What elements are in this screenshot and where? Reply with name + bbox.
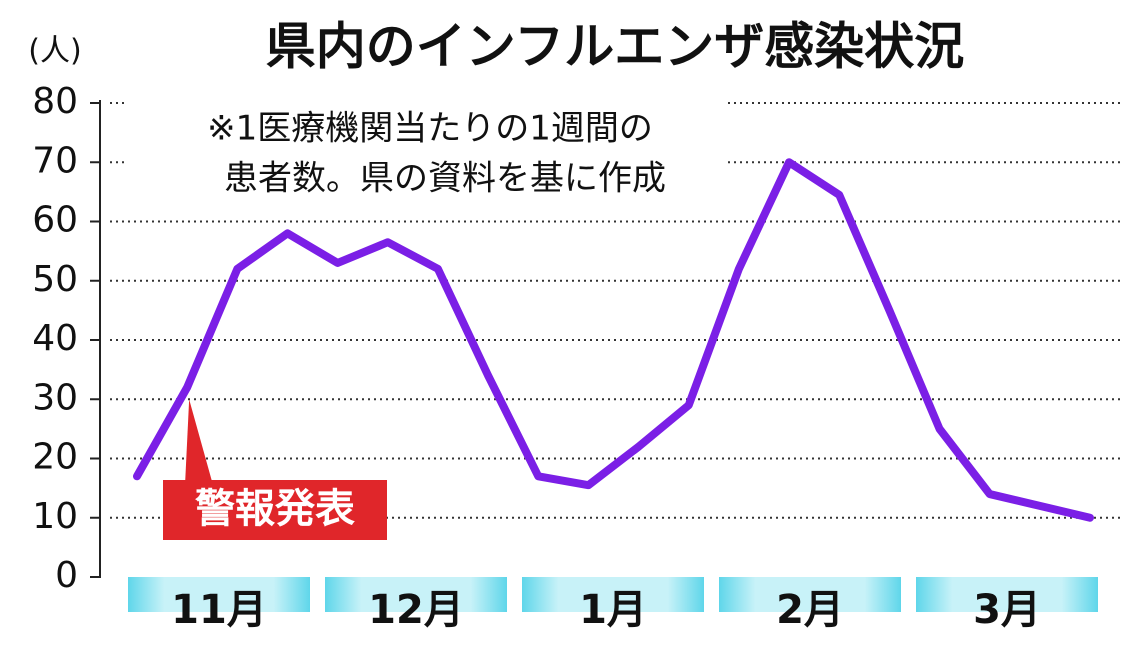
note-background (128, 102, 728, 210)
annotation: 警報発表 (195, 486, 355, 532)
data-line (133, 158, 1094, 522)
period-band (916, 577, 1098, 612)
y-tick-label: 40 (32, 318, 78, 359)
x-period-label: 3月 (973, 587, 1041, 633)
y-tick-label: 50 (32, 259, 78, 300)
y-tick-label: 20 (32, 437, 78, 478)
x-period-label: 2月 (776, 587, 844, 633)
y-tick-label: 80 (32, 81, 78, 122)
x-period-label: 11月 (171, 587, 267, 633)
y-tick-label: 30 (32, 377, 78, 418)
chart-title: 県内のインフルエンザ感染状況 (266, 18, 965, 76)
note-line: ※1医療機関当たりの1週間の (207, 109, 653, 149)
y-tick-label: 60 (32, 200, 78, 241)
y-unit: (人) (28, 34, 81, 69)
period-band (719, 577, 901, 612)
period-band (522, 577, 704, 612)
note-line: 患者数。県の資料を基に作成 (224, 159, 666, 199)
y-tick-label: 0 (55, 555, 78, 596)
x-period-label: 1月 (579, 587, 647, 633)
callout-pointer (185, 399, 213, 482)
period-band (325, 577, 507, 612)
period-band (128, 577, 310, 612)
callout-box (163, 480, 387, 540)
y-tick-label: 10 (32, 496, 78, 537)
y-tick-label: 70 (32, 140, 78, 181)
x-period-label: 12月 (368, 587, 464, 633)
plot (133, 158, 1094, 522)
